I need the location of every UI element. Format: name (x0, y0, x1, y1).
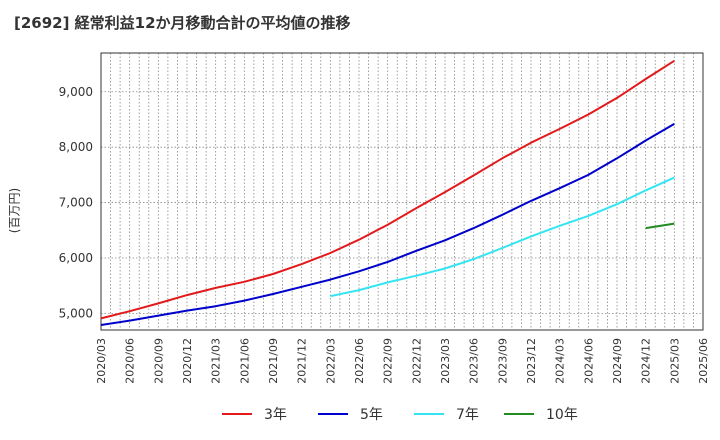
x-tick-label: 2022/12 (410, 338, 423, 384)
x-tick-label: 2021/09 (267, 338, 280, 384)
series-line (100, 59, 675, 320)
y-tick-label: 9,000 (59, 85, 93, 99)
x-tick-label: 2024/03 (554, 338, 567, 384)
x-tick-label: 2025/03 (668, 338, 681, 384)
legend-label: 7年 (456, 407, 479, 423)
legend-label: 10年 (546, 407, 578, 423)
x-tick-label: 2021/06 (238, 338, 251, 384)
x-tick-label: 2020/03 (95, 338, 108, 384)
x-tick-label: 2021/12 (296, 338, 309, 384)
y-tick-label: 6,000 (59, 251, 93, 265)
x-tick-label: 2021/03 (210, 338, 223, 384)
legend-label: 5年 (360, 407, 383, 423)
x-tick-label: 2022/03 (324, 338, 337, 384)
series-line (330, 176, 675, 298)
x-tick-label: 2020/12 (181, 338, 194, 384)
y-axis-ticks: 5,000 6,000 7,000 8,000 9,000 (59, 85, 93, 321)
y-tick-label: 8,000 (59, 140, 93, 154)
x-axis-ticks: 2020/03 2020/06 2020/09 2020/12 2021/03 2021/… (95, 338, 710, 384)
x-tick-label: 2024/12 (640, 338, 653, 384)
series-line (645, 222, 675, 230)
x-tick-label: 2024/06 (582, 338, 595, 384)
y-tick-label: 7,000 (59, 196, 93, 210)
y-tick-label: 5,000 (59, 306, 93, 320)
x-tick-label: 2025/06 (697, 338, 710, 384)
series-lines (100, 59, 675, 326)
series-line (100, 123, 675, 326)
x-tick-label: 2023/06 (468, 338, 481, 384)
chart-title: [2692] 経常利益12か月移動合計の平均値の推移 (14, 14, 351, 32)
x-tick-label: 2022/06 (353, 338, 366, 384)
x-tick-label: 2023/12 (525, 338, 538, 384)
x-tick-label: 2020/06 (124, 338, 137, 384)
x-tick-label: 2024/09 (611, 338, 624, 384)
x-tick-label: 2022/09 (382, 338, 395, 384)
plot-area-frame (100, 52, 704, 331)
x-tick-label: 2020/09 (152, 338, 165, 384)
grid-lines (101, 53, 703, 330)
x-tick-label: 2023/03 (439, 338, 452, 384)
legend-label: 3年 (264, 407, 287, 423)
x-tick-label: 2023/09 (496, 338, 509, 384)
legend: 3年 5年 7年 10年 (222, 407, 578, 423)
